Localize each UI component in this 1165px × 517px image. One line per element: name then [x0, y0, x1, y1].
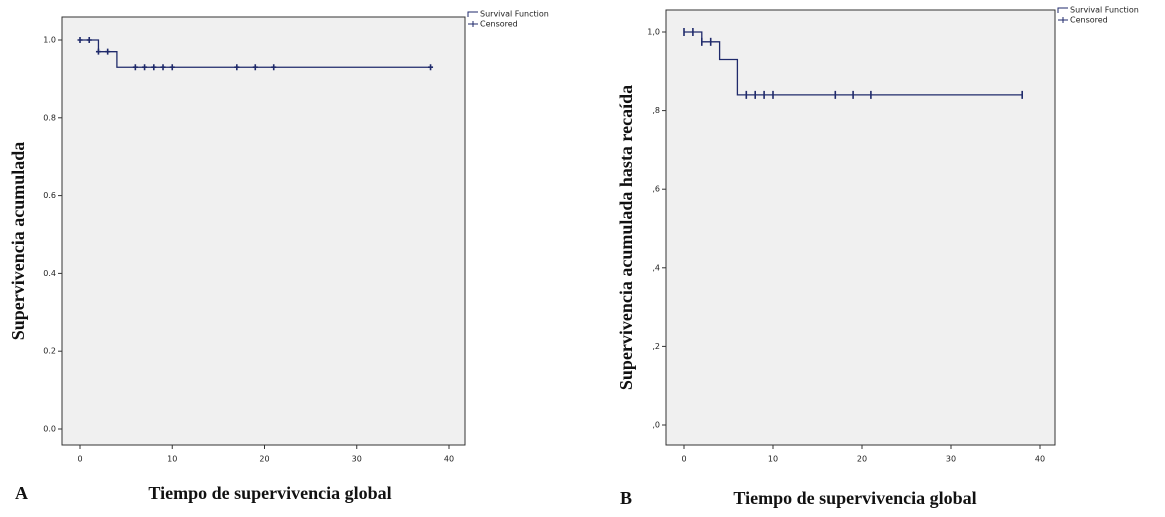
y-tick-label: ,6: [652, 185, 660, 194]
legend-label: Censored: [480, 20, 518, 29]
y-tick-label: 0.8: [43, 113, 56, 122]
censored-mark: [151, 64, 157, 71]
y-tick-label: 0.6: [43, 191, 56, 200]
x-tick-label: 10: [768, 455, 778, 464]
y-tick-label: ,2: [652, 342, 660, 351]
y-tick-label: ,0: [652, 421, 660, 430]
legend-symbol: [1058, 17, 1068, 23]
panel-label: A: [15, 483, 28, 503]
censored-mark: [234, 64, 240, 71]
panel-label: B: [620, 488, 632, 508]
censored-mark: [252, 64, 258, 71]
x-tick-label: 20: [857, 455, 867, 464]
censored-mark: [142, 64, 148, 71]
y-tick-label: 1,0: [647, 28, 660, 37]
y-tick-label: 0.4: [43, 269, 56, 278]
x-tick-label: 0: [77, 455, 82, 464]
x-tick-label: 0: [681, 455, 686, 464]
plot-area: [61, 16, 466, 446]
censored-mark: [160, 64, 166, 71]
y-tick-label: ,8: [652, 106, 660, 115]
legend-label: Survival Function: [1070, 6, 1139, 15]
survival-line: [684, 31, 1023, 96]
y-axis-label: Supervivencia acumulada hasta recaída: [616, 85, 636, 390]
y-tick-label: ,4: [652, 263, 660, 272]
legend-symbol: [467, 11, 478, 17]
x-axis-label: Tiempo de supervivencia global: [733, 488, 976, 508]
x-axis-label: Tiempo de supervivencia global: [148, 483, 391, 503]
x-tick-label: 30: [946, 455, 956, 464]
y-axis-label: Supervivencia acumulada: [8, 142, 28, 341]
censored-mark: [105, 48, 111, 55]
legend-symbol: [1057, 7, 1068, 13]
censored-mark: [428, 64, 434, 71]
legend-symbol: [468, 21, 478, 27]
censored-mark: [271, 64, 277, 71]
x-tick-label: 40: [444, 455, 454, 464]
censored-mark: [86, 37, 92, 43]
y-tick-label: 0.0: [43, 425, 56, 434]
x-tick-label: 40: [1035, 455, 1045, 464]
censored-mark: [169, 64, 175, 71]
censored-mark: [132, 64, 138, 71]
censored-mark: [95, 48, 101, 55]
plot-area: [665, 9, 1056, 446]
x-tick-label: 20: [259, 455, 269, 464]
legend-label: Censored: [1070, 16, 1108, 25]
y-tick-label: 1.0: [43, 36, 56, 45]
legend-label: Survival Function: [480, 10, 549, 19]
x-tick-label: 10: [167, 455, 177, 464]
censored-mark: [77, 37, 83, 43]
x-tick-label: 30: [352, 455, 362, 464]
y-tick-label: 0.2: [43, 347, 56, 356]
